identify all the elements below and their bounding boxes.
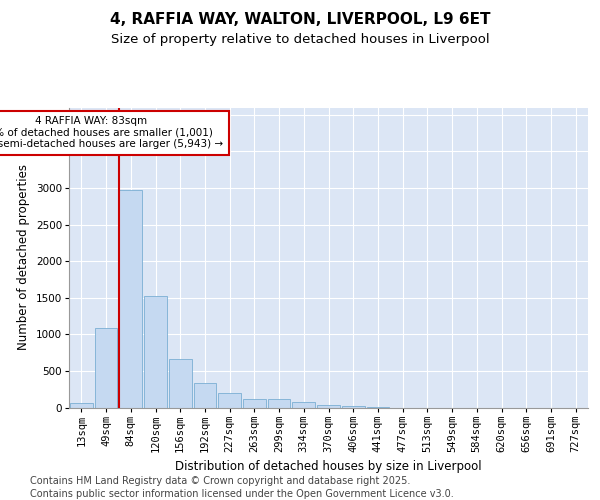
Bar xyxy=(144,296,167,408)
Bar xyxy=(243,399,266,407)
Text: 4, RAFFIA WAY, WALTON, LIVERPOOL, L9 6ET: 4, RAFFIA WAY, WALTON, LIVERPOOL, L9 6ET xyxy=(110,12,490,28)
Bar xyxy=(218,393,241,407)
Bar xyxy=(317,405,340,407)
Y-axis label: Number of detached properties: Number of detached properties xyxy=(17,164,30,350)
Text: Contains public sector information licensed under the Open Government Licence v3: Contains public sector information licen… xyxy=(30,489,454,499)
Text: 4 RAFFIA WAY: 83sqm
← 14% of detached houses are smaller (1,001)
85% of semi-det: 4 RAFFIA WAY: 83sqm ← 14% of detached ho… xyxy=(0,116,223,150)
Bar xyxy=(95,328,118,407)
Bar xyxy=(119,190,142,408)
Bar xyxy=(342,406,365,408)
Text: Contains HM Land Registry data © Crown copyright and database right 2025.: Contains HM Land Registry data © Crown c… xyxy=(30,476,410,486)
Text: Size of property relative to detached houses in Liverpool: Size of property relative to detached ho… xyxy=(110,32,490,46)
Bar xyxy=(268,399,290,407)
Bar xyxy=(70,404,93,407)
Bar xyxy=(292,402,315,407)
X-axis label: Distribution of detached houses by size in Liverpool: Distribution of detached houses by size … xyxy=(175,460,482,473)
Bar xyxy=(194,384,216,407)
Bar xyxy=(169,359,191,408)
